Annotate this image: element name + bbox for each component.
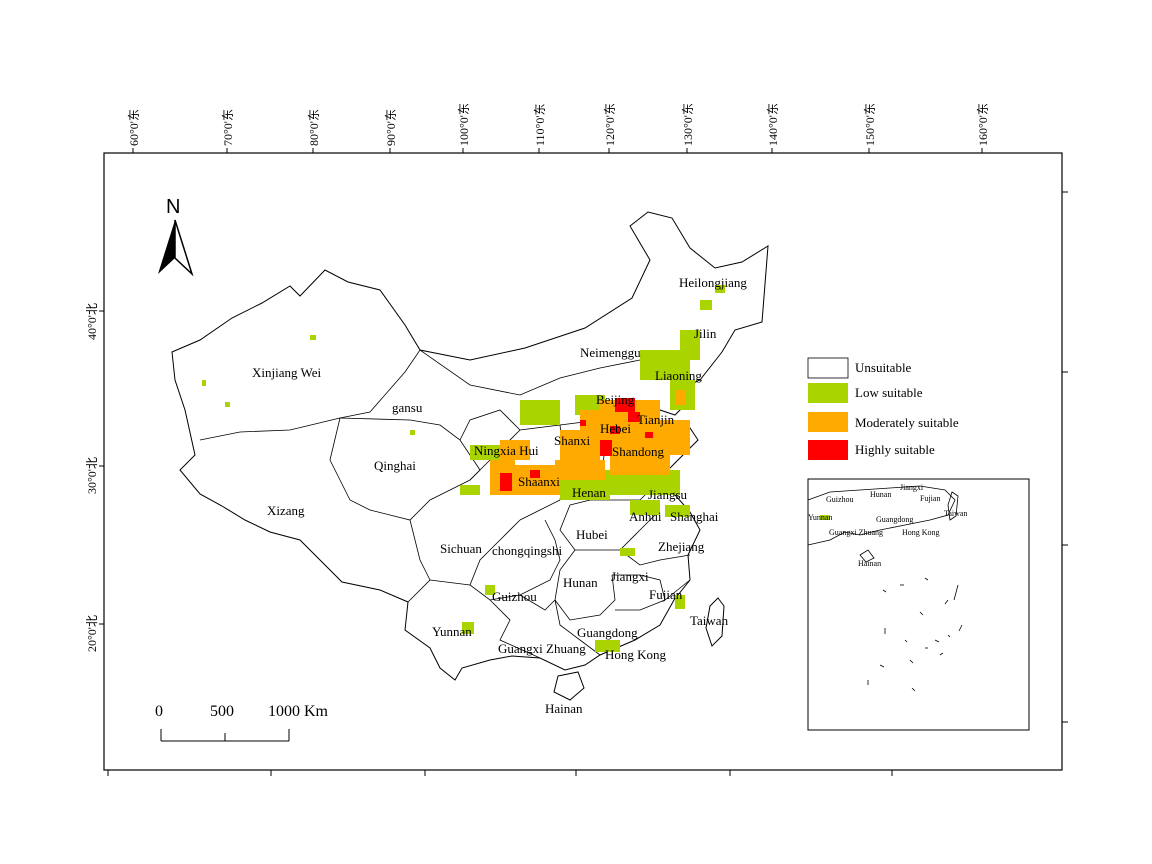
inset-label: Guangxi Zhuang [829,528,883,537]
province-label: Beijing [596,392,635,407]
province-label: Heilongjiang [679,275,747,290]
province-label: gansu [392,400,423,415]
province-label: Taiwan [690,613,729,628]
legend-swatch-high [808,440,848,460]
legend: Unsuitable Low suitable Moderately suita… [807,357,959,460]
inset-label: Hong Kong [902,528,940,537]
hainan-island [553,671,585,701]
province-label: Guizhou [492,589,537,604]
inset-label: Guangdong [876,515,913,524]
tick-label-top: 90°0'东 [384,109,398,146]
scale-bar: 0 500 1000 Km [155,703,329,742]
inset-label: Jiangxi [900,483,924,492]
province-label: Tianjin [637,412,675,427]
north-label: N [166,196,180,218]
province-label: Shanghai [670,509,719,524]
tick-label-top: 70°0'东 [221,109,235,146]
province-label: Liaoning [655,368,702,383]
tick-label-top: 150°0'东 [863,103,877,146]
province-label: Fujian [649,587,683,602]
tick-label-top: 130°0'东 [681,103,695,146]
province-label: Xizang [267,503,305,518]
province-label: Jiangsu [648,487,688,502]
inset-label: Fujian [920,494,940,503]
suitability-high-areas [500,398,653,491]
province-label: Shanxi [554,433,591,448]
taiwan-island [705,597,725,647]
scale-label: 500 [210,703,234,720]
scale-label: 1000 Km [268,703,329,720]
province-label: Hubei [576,527,608,542]
province-label: Jilin [694,326,717,341]
tick-label-top: 80°0'东 [307,109,321,146]
province-label: Guangdong [577,625,638,640]
legend-label: Low suitable [855,385,923,400]
tick-label-top: 110°0'东 [533,103,547,146]
province-label: Anhui [629,509,662,524]
tick-label-top: 140°0'东 [766,103,780,146]
scale-label: 0 [155,703,163,720]
province-label: Henan [572,485,606,500]
left-tick-marks [99,310,104,625]
province-label: Hong Kong [605,647,667,662]
left-tick-labels: 40°0'北 30°0'北 20°0'北 [85,303,99,652]
top-tick-labels: 60°0'东 70°0'东 80°0'东 90°0'东 100°0'东 110°… [127,103,990,146]
right-tick-marks [1062,191,1068,723]
map-frame [103,152,1063,771]
province-label: Hainan [545,701,583,716]
legend-label: Unsuitable [855,360,912,375]
inset-label: Guizhou [826,495,854,504]
tick-label-top: 160°0'东 [976,103,990,146]
province-label: Neimenggu [580,345,641,360]
tick-label-top: 60°0'东 [127,109,141,146]
province-label: Guangxi Zhuang [498,641,586,656]
province-label: chongqingshi [492,543,562,558]
south-china-sea-inset: Jiangxi Guizhou Hunan Fujian Yunnan Taiw… [807,478,1030,731]
inset-label: Taiwan [944,509,967,518]
inset-label: Hainan [858,559,881,568]
inset-label: Hunan [870,490,891,499]
province-labels: Heilongjiang Jilin Neimenggu Liaoning Xi… [252,275,747,716]
tick-label-left: 30°0'北 [85,457,99,494]
legend-swatch-unsuitable [807,357,849,379]
province-label: Sichuan [440,541,482,556]
province-label: Ningxia Hui [474,443,539,458]
tick-label-top: 120°0'东 [603,103,617,146]
inset-label: Yunnan [808,513,832,522]
tick-label-left: 20°0'北 [85,615,99,652]
north-arrow-icon: N [158,196,194,277]
province-label: Xinjiang Wei [252,365,322,380]
legend-label: Moderately suitable [855,415,959,430]
province-label: Shaanxi [518,474,560,489]
province-label: Yunnan [432,624,472,639]
province-label: Hebei [600,421,631,436]
legend-label: Highly suitable [855,442,935,457]
province-label: Shandong [612,444,665,459]
tick-label-top: 100°0'东 [457,103,471,146]
province-label: Zhejiang [658,539,705,554]
top-tick-marks [132,148,983,153]
province-label: Hunan [563,575,598,590]
bottom-tick-marks [107,770,893,776]
legend-swatch-moderate [808,412,848,432]
tick-label-left: 40°0'北 [85,303,99,340]
province-label: Qinghai [374,458,416,473]
legend-swatch-low [808,383,848,403]
province-label: Jiangxi [611,569,649,584]
